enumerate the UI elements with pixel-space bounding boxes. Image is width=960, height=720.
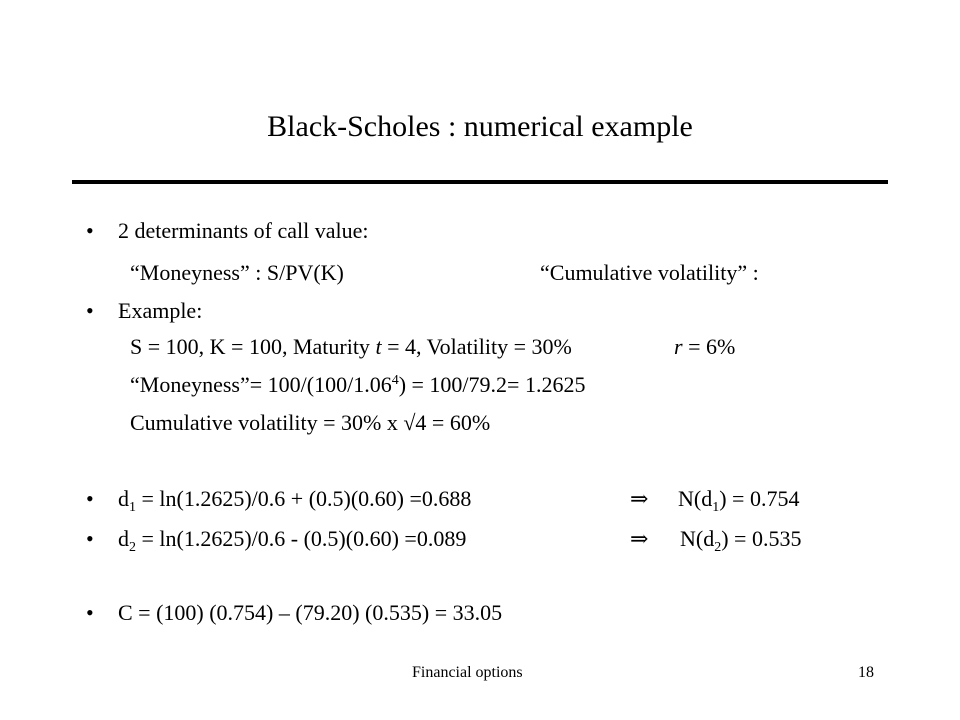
moneyness-definition: “Moneyness” : S/PV(K) [130, 260, 344, 285]
footer-label: Financial options [412, 664, 523, 681]
title-divider [72, 180, 888, 184]
bullet-marker: • [86, 298, 94, 323]
bullet-marker: • [86, 600, 94, 625]
bullet-marker: • [86, 526, 94, 551]
n-d2-result: N(d2) = 0.535 [680, 526, 802, 555]
bullet-example: Example: [118, 298, 203, 323]
cumulative-volatility-definition: “Cumulative volatility” : [540, 260, 759, 285]
d1-formula: d1 = ln(1.2625)/0.6 + (0.5)(0.60) =0.688 [118, 486, 472, 515]
page-number: 18 [858, 664, 874, 681]
bullet-marker: • [86, 218, 94, 243]
example-rate: r = 6% [674, 334, 736, 359]
implies-icon: ⇒ [630, 486, 649, 511]
bullet-marker: • [86, 486, 94, 511]
n-d1-result: N(d1) = 0.754 [678, 486, 800, 515]
page-title: Black-Scholes : numerical example [267, 110, 693, 143]
moneyness-calculation: “Moneyness”= 100/(100/1.064) = 100/79.2=… [130, 372, 586, 397]
cumulative-volatility-calculation: Cumulative volatility = 30% x √4 = 60% [130, 410, 491, 435]
implies-icon: ⇒ [630, 526, 649, 551]
square-root-icon: √ [403, 410, 416, 435]
d2-formula: d2 = ln(1.2625)/0.6 - (0.5)(0.60) =0.089 [118, 526, 467, 555]
call-value-result: C = (100) (0.754) – (79.20) (0.535) = 33… [118, 600, 503, 625]
example-parameters: S = 100, K = 100, Maturity t = 4, Volati… [130, 334, 572, 359]
bullet-call-determinants: 2 determinants of call value: [118, 218, 369, 243]
